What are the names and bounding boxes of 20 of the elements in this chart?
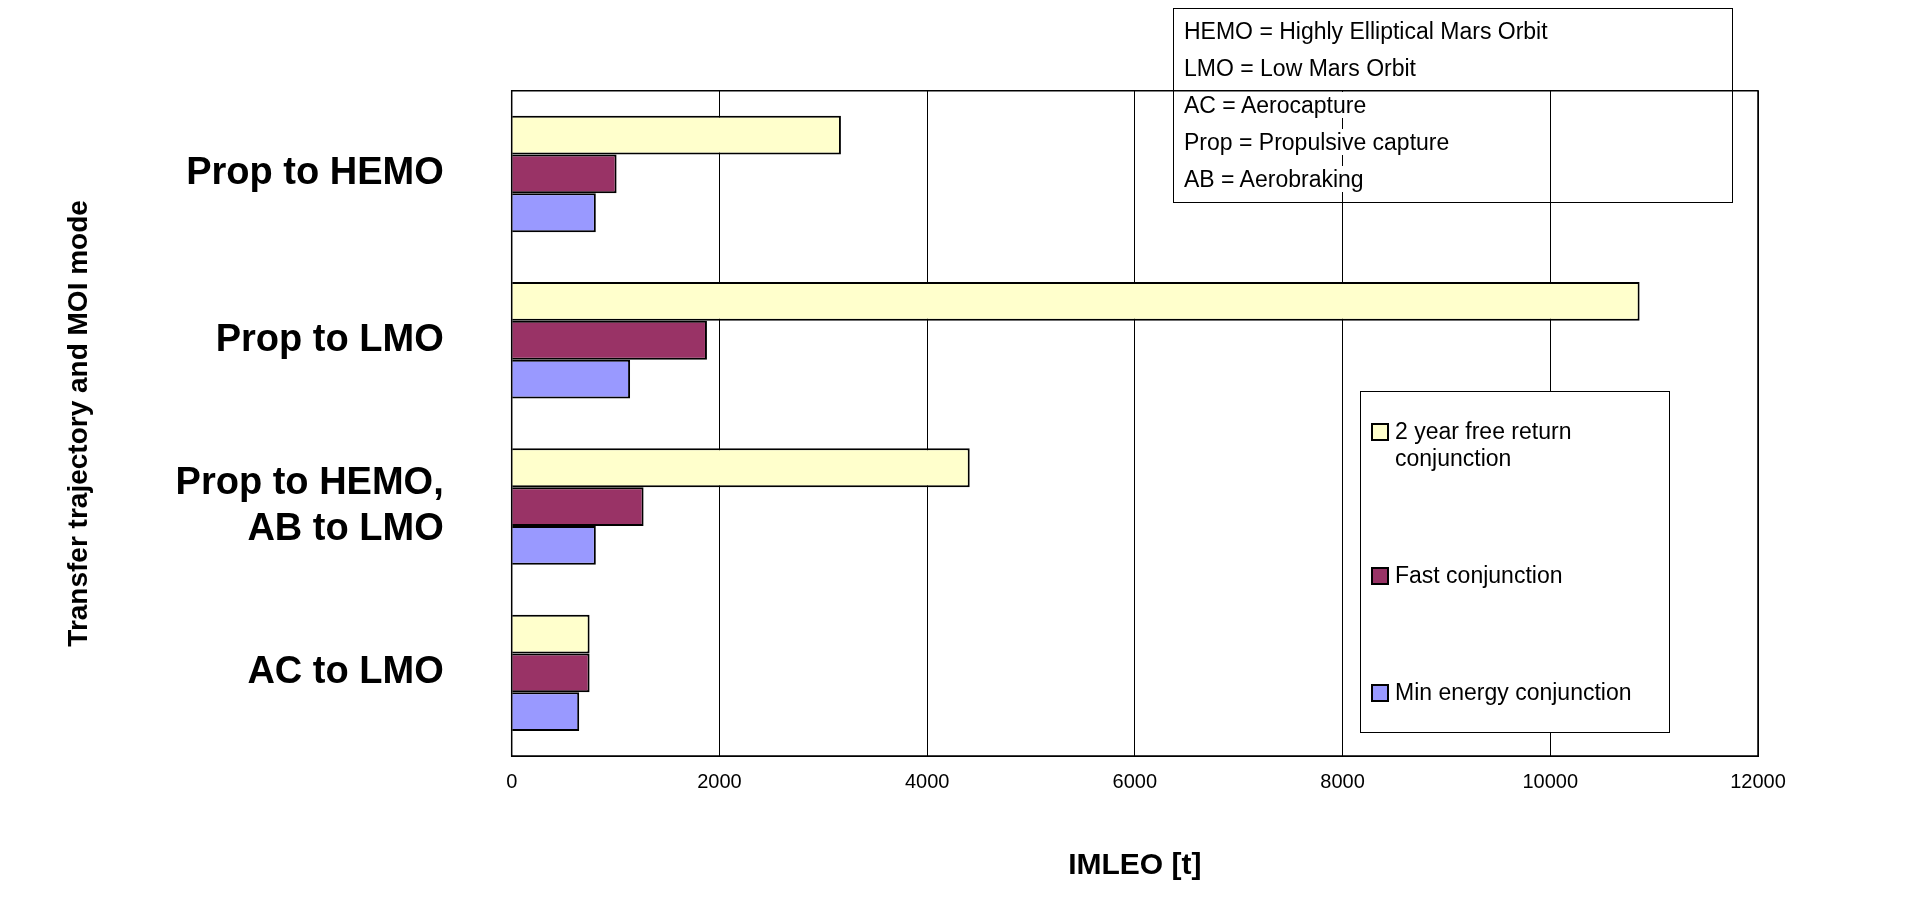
y-tick-label: Prop to HEMO, AB to LMO xyxy=(175,460,444,548)
x-tick-label: 8000 xyxy=(1320,769,1365,792)
legend-label: Min energy conjunction xyxy=(1395,679,1632,706)
x-tick-label: 2000 xyxy=(697,769,742,792)
annotation: AB = Aerobraking xyxy=(1184,166,1364,192)
y-tick-label: AC to LMO xyxy=(247,649,444,692)
y-tick-label: Prop to HEMO xyxy=(186,150,444,193)
y-axis-title: Transfer trajectory and MOI mode xyxy=(61,200,93,647)
annotation: Prop = Propulsive capture xyxy=(1184,129,1450,155)
annotation: AC = Aerocapture xyxy=(1184,92,1367,118)
x-tick-label: 0 xyxy=(506,769,518,792)
x-tick-label: 6000 xyxy=(1112,769,1158,792)
legend-label: Fast conjunction xyxy=(1395,562,1563,589)
x-tick-label: 4000 xyxy=(904,769,950,792)
x-tick-label: 10000 xyxy=(1522,769,1579,792)
x-axis-title: IMLEO [t] xyxy=(1068,847,1202,881)
legend-label: 2 year free return conjunction xyxy=(1395,418,1573,472)
x-tick-label: 12000 xyxy=(1730,769,1786,792)
y-tick-label: Prop to LMO xyxy=(215,316,444,359)
note-box: HEMO = Highly Elliptical Mars Orbit LMO = Low Mars Orbit AC = Aerocapture Prop = Propulsive capture AB = Aerobraking xyxy=(1173,8,1733,203)
